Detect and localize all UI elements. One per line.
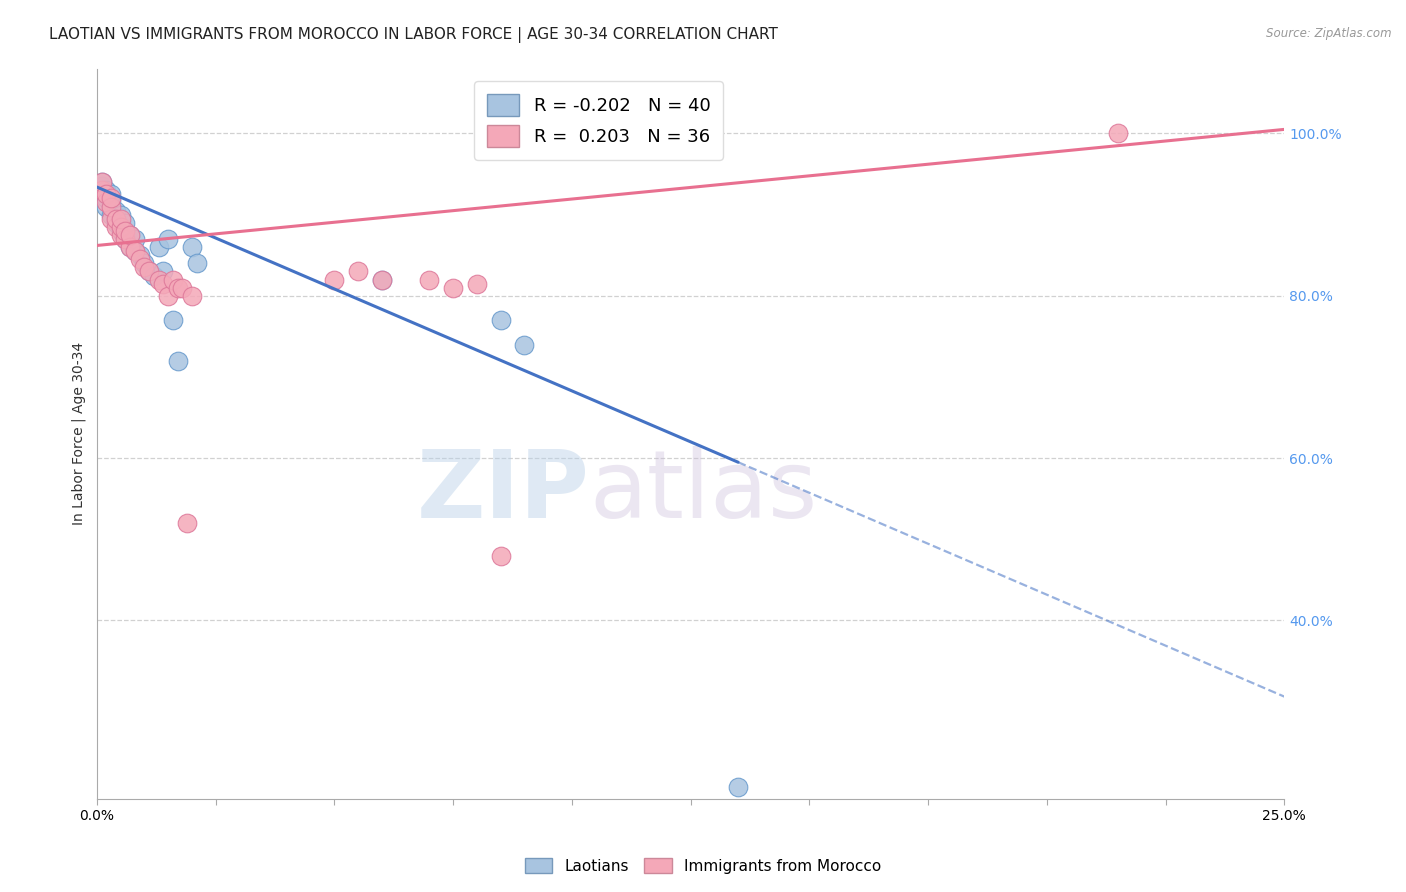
Point [100,200,122,214]
Point [104,216,127,230]
Point [120,227,142,242]
Point [104,211,127,226]
Point [110,227,132,242]
Point [134,256,156,270]
Point [110,219,132,234]
Point [114,224,136,238]
Point [96,187,118,202]
Point [90,179,112,194]
Point [96,187,118,202]
Legend: Laotians, Immigrants from Morocco: Laotians, Immigrants from Morocco [519,852,887,880]
Point [489,549,512,563]
Text: ZIP: ZIP [416,446,589,538]
Point [90,175,112,189]
Point [166,353,188,368]
Point [513,337,536,351]
Point [418,272,440,286]
Point [90,175,112,189]
Point [186,256,208,270]
Point [347,264,370,278]
Point [96,200,118,214]
Point [138,264,160,278]
Point [124,244,146,259]
Point [96,195,118,210]
Point [100,187,122,202]
Point [90,183,112,197]
Point [157,289,180,303]
Point [104,211,127,226]
Point [727,780,749,794]
Point [176,516,198,530]
Point [489,313,512,327]
Point [110,208,132,222]
Point [162,272,184,286]
Point [152,277,174,291]
Point [104,203,127,218]
Point [138,264,160,278]
Point [128,252,150,267]
Point [148,272,170,286]
Point [120,240,142,254]
Point [148,240,170,254]
Point [100,195,122,210]
Point [166,281,188,295]
Point [162,313,184,327]
Point [100,211,122,226]
Point [180,289,202,303]
Point [465,277,488,291]
Point [104,219,127,234]
Point [100,191,122,205]
Point [90,183,112,197]
Point [96,183,118,197]
Text: atlas: atlas [589,446,818,538]
Point [128,248,150,262]
Legend: R = -0.202   N = 40, R =  0.203   N = 36: R = -0.202 N = 40, R = 0.203 N = 36 [474,81,723,160]
Text: LAOTIAN VS IMMIGRANTS FROM MOROCCO IN LABOR FORCE | AGE 30-34 CORRELATION CHART: LAOTIAN VS IMMIGRANTS FROM MOROCCO IN LA… [49,27,778,43]
Point [134,260,156,275]
Text: Source: ZipAtlas.com: Source: ZipAtlas.com [1267,27,1392,40]
Point [100,200,122,214]
Point [100,191,122,205]
Point [371,272,394,286]
Point [152,264,174,278]
Point [114,227,136,242]
Point [110,216,132,230]
Point [110,224,132,238]
Point [120,227,142,242]
Point [157,232,180,246]
Point [96,191,118,205]
Point [323,272,346,286]
Point [172,281,194,295]
Point [142,268,165,283]
Point [441,281,464,295]
Point [371,272,394,286]
Point [124,244,146,259]
Point [180,240,202,254]
Point [114,232,136,246]
Point [100,208,122,222]
Point [1107,127,1129,141]
Point [110,211,132,226]
Y-axis label: In Labor Force | Age 30-34: In Labor Force | Age 30-34 [72,343,86,525]
Point [120,240,142,254]
Point [114,232,136,246]
Point [124,232,146,246]
Point [114,216,136,230]
